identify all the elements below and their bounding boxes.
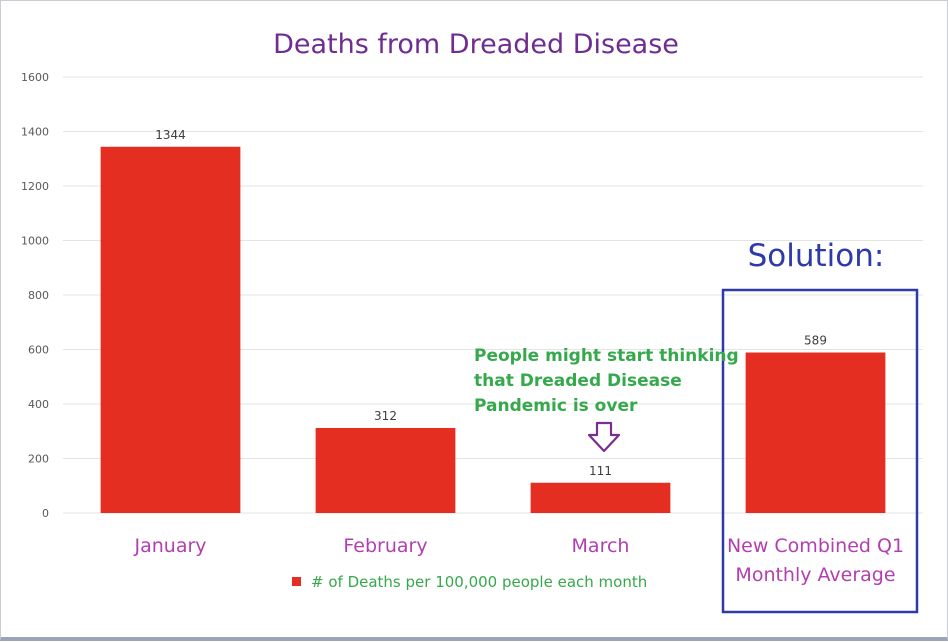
chart-title: Deaths from Dreaded Disease — [273, 29, 679, 60]
y-tick-label: 1600 — [21, 71, 49, 84]
bar — [745, 352, 886, 513]
legend-label: # of Deaths per 100,000 people each mont… — [311, 573, 647, 591]
note-line-3: Pandemic is over — [474, 396, 638, 416]
x-axis-categories: January February March New Combined Q1 Month… — [133, 535, 904, 586]
x-category-label: January — [133, 535, 206, 557]
note-line-2: that Dreaded Disease — [474, 371, 682, 391]
x-category-label: March — [572, 535, 630, 557]
y-axis-ticks: 0 200 400 600 800 1000 1200 1400 1600 — [21, 71, 49, 520]
note-line-1: People might start thinking — [474, 346, 739, 366]
annotations: Solution: People might start thinking th… — [474, 238, 919, 614]
bar — [100, 146, 241, 513]
bars — [100, 146, 886, 513]
y-tick-label: 1200 — [21, 180, 49, 193]
down-arrow-outline-icon — [587, 421, 621, 453]
y-tick-label: 600 — [28, 344, 49, 357]
data-label: 1344 — [155, 128, 186, 142]
bar — [315, 427, 456, 513]
x-category-label: February — [343, 535, 427, 557]
data-label: 589 — [804, 333, 827, 347]
data-labels: 1344 312 111 589 — [155, 128, 827, 478]
y-tick-label: 0 — [42, 507, 49, 520]
x-category-label: New Combined Q1 — [727, 535, 904, 557]
y-tick-label: 1400 — [21, 126, 49, 139]
x-category-label: Monthly Average — [735, 564, 895, 586]
y-tick-label: 200 — [28, 453, 49, 466]
y-tick-label: 400 — [28, 398, 49, 411]
solution-label: Solution: — [748, 238, 885, 274]
bar — [530, 482, 671, 513]
y-tick-label: 1000 — [21, 235, 49, 248]
y-tick-label: 800 — [28, 289, 49, 302]
highlight-box — [721, 288, 919, 614]
data-label: 312 — [374, 409, 397, 423]
legend-swatch — [292, 577, 301, 586]
data-label: 111 — [589, 464, 612, 478]
legend: # of Deaths per 100,000 people each mont… — [292, 573, 647, 591]
